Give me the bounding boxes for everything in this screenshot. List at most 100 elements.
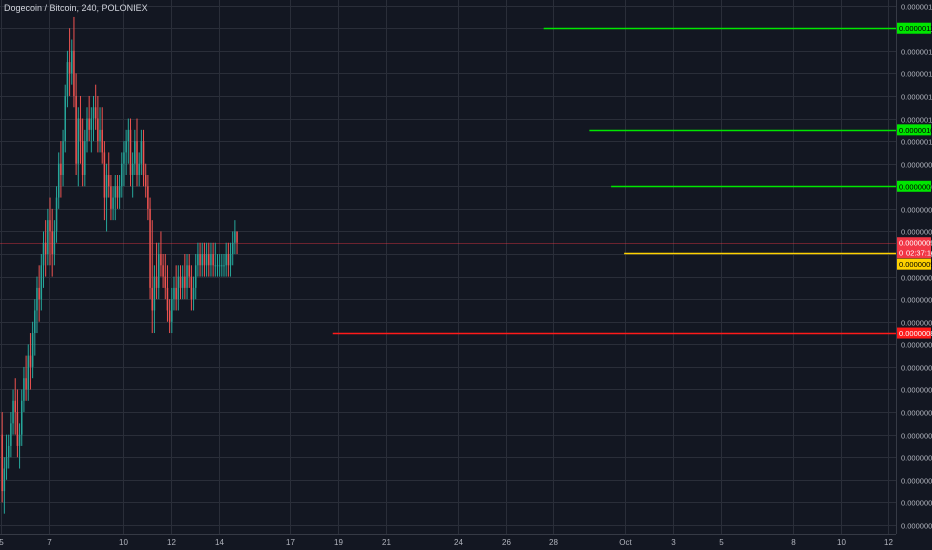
x-tick-label: Oct (619, 538, 632, 547)
candle-body (201, 254, 204, 266)
candle-body (192, 287, 195, 300)
candle-body (44, 242, 47, 255)
candle-body (60, 163, 62, 175)
y-tick-label: 0.00000068 (901, 499, 932, 508)
x-tick-label: 17 (286, 538, 295, 547)
level-price-badge-bg (897, 180, 931, 192)
x-tick-label: 10 (837, 538, 846, 547)
candle-body (177, 276, 180, 300)
candle-body (20, 400, 23, 435)
candle-body (90, 118, 93, 130)
candle-body (160, 254, 162, 266)
candle-body (179, 276, 182, 288)
candle-body (173, 287, 175, 300)
time-axis[interactable]: 5 7 10 12 14 17 19 21 24 26 28 Oct 3 5 8 10 12 (0, 534, 896, 548)
candle-body (107, 174, 110, 187)
candle-body (79, 118, 82, 142)
candle-body (223, 265, 225, 267)
y-tick-label: 0.00000086 (901, 296, 932, 305)
y-tick-label: 0.00000100 (901, 138, 932, 147)
y-tick-label: 0.00000088 (901, 274, 932, 283)
candle-body (18, 434, 21, 446)
candle-body (105, 174, 108, 198)
candle-body (57, 163, 60, 198)
horizontal-levels (0, 27, 896, 335)
y-tick-label: 0.00000108 (901, 48, 932, 57)
candle-body (97, 118, 99, 142)
candle-body (234, 231, 236, 243)
candle-body (114, 186, 117, 198)
candle-body (197, 254, 199, 266)
candle-body (144, 174, 147, 187)
candle-body (81, 141, 84, 175)
candle-body (1, 434, 3, 492)
y-tick-label: 0.00000084 (901, 319, 932, 328)
candle-body (10, 423, 12, 446)
y-tick-label: 0.00000104 (901, 93, 932, 102)
x-tick-label: 10 (119, 538, 128, 547)
candle-body (210, 254, 212, 266)
candle-body (151, 287, 153, 311)
candle-body (55, 197, 58, 232)
candle-body (127, 129, 130, 142)
candle-body (73, 50, 75, 96)
candle-body (142, 141, 145, 175)
candle-body (168, 310, 171, 322)
yellow-level-badge-bg (897, 258, 931, 270)
candle-body (164, 276, 167, 288)
candle-body (94, 107, 97, 119)
level-price-badge-bg (897, 124, 931, 136)
candle-body (175, 287, 177, 300)
candle-body (3, 468, 6, 492)
y-tick-label: 0.00000080 (901, 364, 932, 373)
x-tick-label: 12 (884, 538, 893, 547)
candle-body (212, 254, 214, 266)
candle-body (229, 254, 232, 266)
candle-body (225, 254, 227, 266)
candle-body (86, 118, 88, 142)
candle-body (131, 163, 134, 175)
x-tick-label: 7 (47, 538, 52, 547)
candle-body (49, 220, 51, 232)
candle-body (27, 355, 30, 390)
candle-body (12, 400, 14, 424)
candle-body (157, 254, 160, 288)
candle-body (205, 254, 208, 266)
candle-body (236, 231, 238, 243)
x-tick-label: 5 (0, 538, 4, 547)
candle-body (53, 231, 56, 255)
level-price-badge-bg (897, 22, 931, 34)
yellow-level-badge: 0.00000091 (899, 260, 932, 269)
candle-body (231, 242, 234, 255)
chart-title: Dogecoin / Bitcoin, 240, POLONIEX (4, 3, 148, 13)
candle-body (188, 265, 190, 277)
y-tick-label: 0.00000112 (901, 3, 932, 12)
candle-body (136, 141, 138, 175)
candle-body (64, 95, 67, 142)
candle-body (77, 118, 80, 164)
candle-body (171, 299, 173, 322)
candlesticks (1, 16, 238, 514)
candle-body (40, 265, 43, 300)
candle-body (84, 141, 86, 175)
level-price-badge: 0.00000083 (899, 329, 932, 338)
y-tick-label: 0.00000066 (901, 522, 932, 531)
candle-body (181, 276, 184, 288)
x-tick-label: 12 (167, 538, 176, 547)
candle-body (162, 265, 164, 277)
candle-body (121, 163, 123, 187)
candle-body (14, 400, 16, 413)
y-tick-label: 0.00000098 (901, 161, 932, 170)
current-price-badge-bg (897, 237, 931, 249)
level-price-badge-bg (897, 327, 931, 339)
candle-body (25, 378, 27, 390)
candle-body (71, 50, 73, 74)
candle-body (203, 254, 206, 266)
x-tick-label: 3 (671, 538, 676, 547)
candle-body (199, 254, 201, 266)
candle-body (149, 208, 151, 288)
candle-body (5, 457, 8, 469)
